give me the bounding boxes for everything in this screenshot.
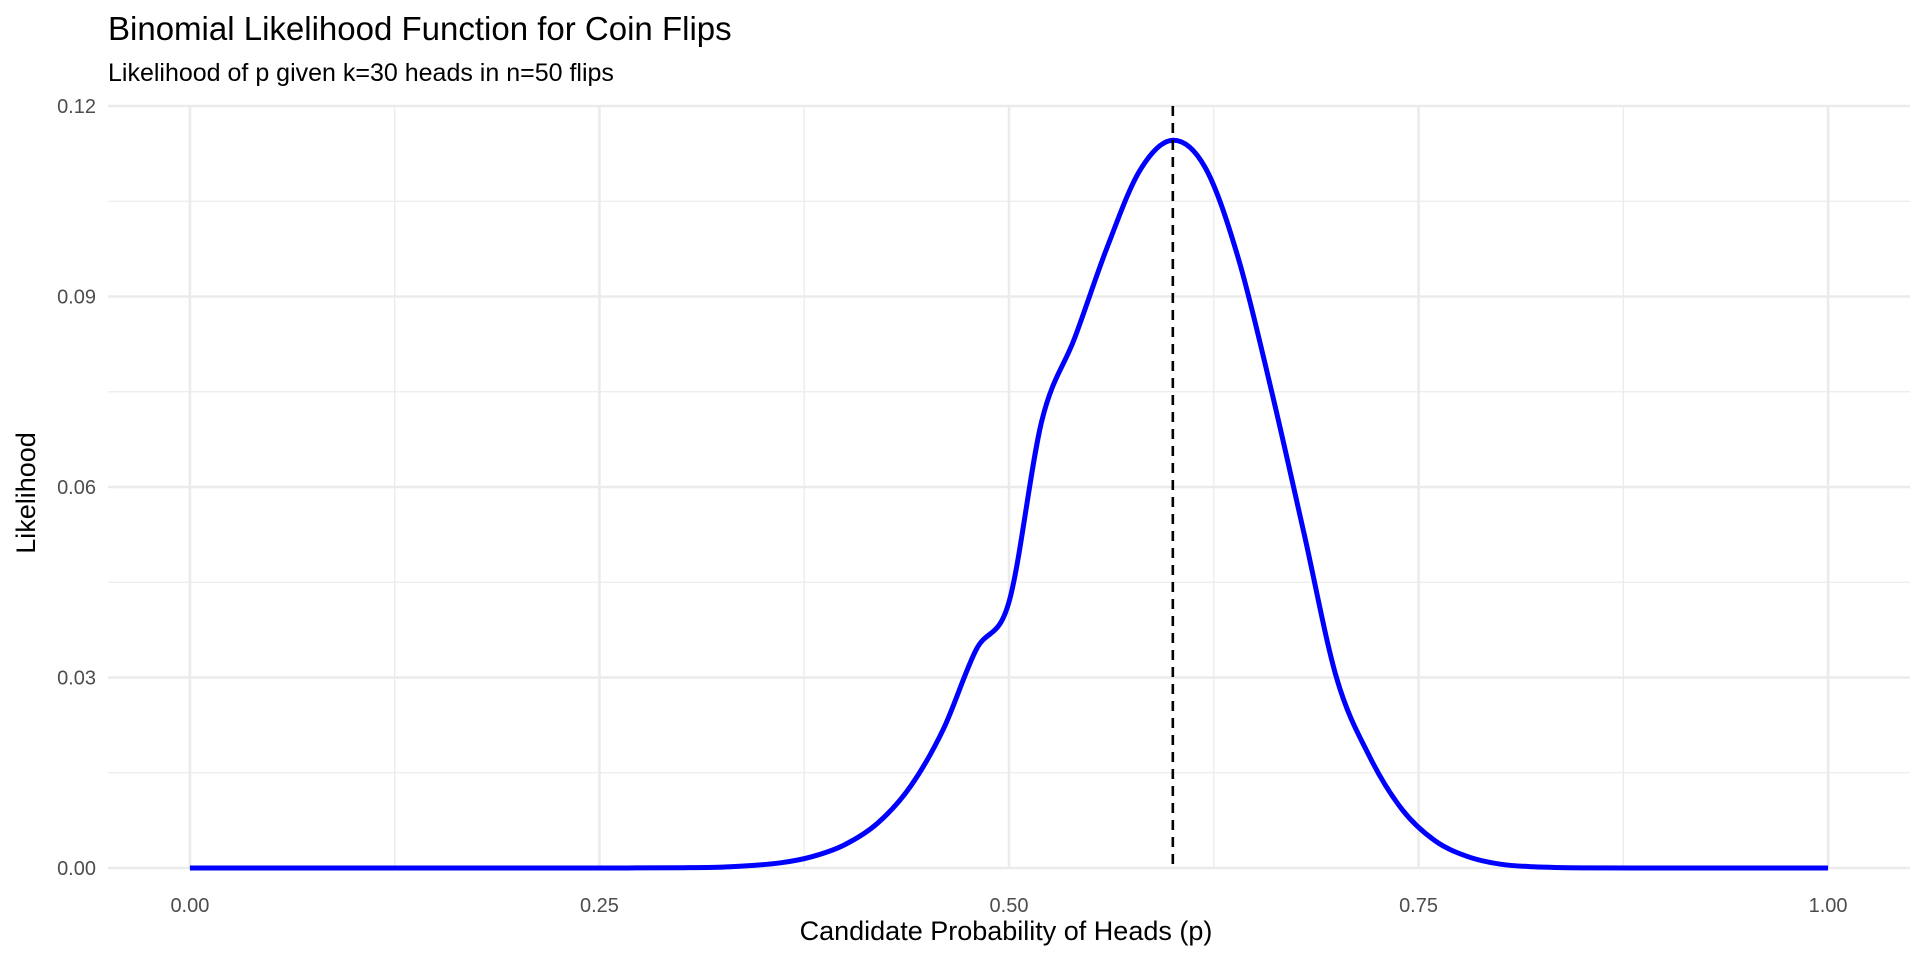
x-tick-label: 1.00 xyxy=(1809,895,1848,917)
x-axis-ticks: 0.00 0.25 0.50 0.75 1.00 xyxy=(170,895,1847,917)
likelihood-curve xyxy=(189,137,1829,871)
y-tick-label: 0.09 xyxy=(57,287,96,309)
x-tick-label: 0.50 xyxy=(990,895,1029,917)
x-tick-label: 0.75 xyxy=(1399,895,1438,917)
chart-subtitle: Likelihood of p given k=30 heads in n=50… xyxy=(108,59,614,87)
y-axis-title: Likelihood xyxy=(11,432,41,554)
y-tick-label: 0.12 xyxy=(57,96,96,118)
x-tick-label: 0.00 xyxy=(170,895,209,917)
x-axis-title: Candidate Probability of Heads (p) xyxy=(800,916,1213,946)
major-gridlines xyxy=(108,104,1910,870)
y-tick-label: 0.03 xyxy=(57,668,96,690)
y-axis-ticks: 0.00 0.03 0.06 0.09 0.12 xyxy=(57,96,96,880)
y-tick-label: 0.06 xyxy=(57,477,96,499)
y-tick-label: 0.00 xyxy=(57,858,96,880)
x-tick-label: 0.25 xyxy=(580,895,619,917)
chart-title: Binomial Likelihood Function for Coin Fl… xyxy=(108,10,732,47)
series-layer xyxy=(189,137,1829,871)
